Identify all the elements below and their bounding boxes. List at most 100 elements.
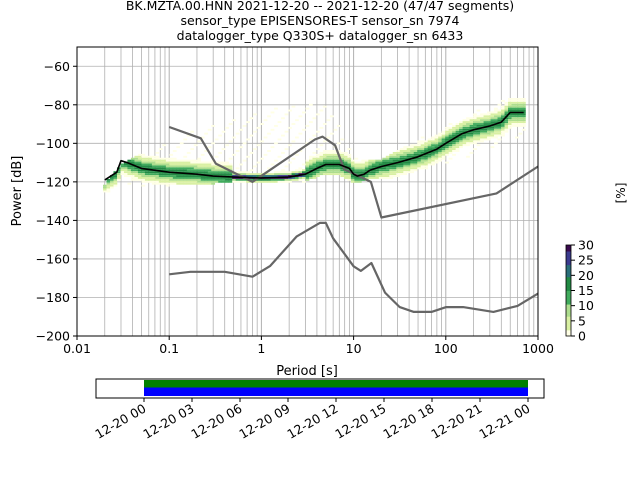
ppsd-cell	[427, 153, 432, 156]
ppsd-cell	[179, 163, 184, 166]
ppsd-cell	[347, 159, 352, 162]
ppsd-cell	[312, 117, 317, 120]
ppsd-cell	[514, 103, 519, 106]
ppsd-cell	[260, 157, 264, 160]
ppsd-cell	[424, 146, 429, 149]
ppsd-cell	[232, 175, 236, 177]
ppsd-cell	[322, 155, 327, 158]
ppsd-cell	[514, 119, 519, 122]
colorbar-cell	[566, 331, 571, 334]
ppsd-cell	[392, 159, 397, 162]
ppsd-cell	[329, 151, 334, 154]
ppsd-cell	[340, 138, 345, 141]
ppsd-cell	[389, 167, 394, 170]
ppsd-cell	[274, 178, 278, 181]
colorbar-tick-label: 30	[578, 238, 594, 253]
ppsd-cell	[357, 177, 362, 179]
ppsd-cell	[277, 121, 282, 124]
ppsd-cell	[413, 167, 418, 170]
ppsd-cell	[511, 105, 516, 108]
ppsd-cell	[417, 159, 422, 162]
ppsd-cell	[193, 144, 198, 147]
ppsd-cell	[183, 165, 188, 168]
ppsd-cell	[284, 178, 289, 181]
ppsd-cell	[235, 167, 240, 170]
ppsd-cell	[308, 163, 313, 166]
ppsd-cell	[319, 171, 324, 174]
ppsd-cell	[221, 173, 226, 176]
ppsd-cell	[288, 161, 292, 164]
ppsd-cell	[455, 136, 460, 139]
ppsd-cell	[214, 171, 219, 174]
ppsd-cell	[417, 150, 422, 152]
ppsd-cell	[371, 171, 376, 174]
ppsd-cell	[329, 161, 334, 164]
ppsd-cell	[434, 150, 439, 152]
ppsd-cell	[508, 105, 512, 108]
ppsd-cell	[127, 173, 132, 176]
ppsd-cell	[521, 111, 526, 114]
ppsd-cell	[228, 163, 233, 166]
ppsd-cell	[445, 151, 449, 154]
ppsd-cell	[148, 171, 153, 174]
ppsd-cell	[148, 178, 153, 181]
ppsd-cell	[211, 182, 216, 185]
ppsd-cell	[186, 134, 191, 137]
ppsd-cell	[417, 161, 422, 164]
colorbar-tick-label: 10	[578, 298, 594, 313]
ppsd-cell	[228, 165, 233, 168]
ppsd-cell	[144, 167, 149, 170]
ppsd-cell	[246, 171, 250, 174]
ppsd-cell	[218, 169, 223, 172]
ppsd-cell	[137, 175, 142, 177]
ppsd-cell	[155, 151, 160, 154]
ppsd-cell	[514, 107, 519, 110]
ppsd-cell	[109, 182, 114, 185]
colorbar-cell	[566, 290, 571, 293]
ppsd-cell	[242, 180, 247, 183]
ppsd-cell	[302, 169, 306, 172]
ppsd-cell	[371, 177, 376, 179]
ppsd-cell	[333, 150, 338, 152]
ppsd-cell	[319, 167, 324, 170]
ppsd-cell	[155, 178, 160, 181]
ppsd-cell	[158, 163, 163, 166]
ppsd-cell	[343, 157, 348, 160]
ppsd-cell	[158, 167, 163, 170]
ppsd-cell	[494, 115, 498, 118]
ppsd-cell	[130, 175, 135, 177]
ppsd-cell	[305, 173, 310, 176]
ppsd-cell	[123, 165, 128, 168]
ppsd-cell	[235, 180, 240, 183]
ppsd-cell	[315, 173, 320, 176]
ppsd-cell	[127, 165, 132, 168]
ppsd-cell	[514, 113, 519, 116]
ppsd-cell	[403, 167, 408, 170]
ppsd-cell	[427, 148, 432, 151]
ppsd-cell	[106, 188, 111, 191]
ppsd-cell	[413, 150, 418, 152]
ppsd-cell	[113, 182, 118, 185]
ppsd-cell	[521, 119, 526, 122]
ppsd-cell	[228, 175, 233, 177]
ppsd-cell	[249, 178, 254, 181]
ppsd-cell	[487, 123, 491, 125]
ppsd-cell	[239, 171, 243, 174]
ppsd-cell	[473, 119, 477, 122]
ppsd-cell	[417, 165, 422, 168]
ppsd-cell	[476, 138, 481, 141]
ppsd-cell	[361, 167, 366, 170]
ppsd-cell	[487, 130, 491, 133]
ppsd-cell	[305, 178, 310, 181]
ppsd-cell	[214, 178, 219, 181]
ppsd-cell	[508, 119, 512, 122]
colorbar-label: [%]	[614, 183, 628, 204]
ppsd-cell	[480, 128, 484, 131]
ppsd-cell	[249, 134, 254, 137]
x-axis-ticks: 0.01 0.1 1 10 100 1000	[63, 336, 554, 356]
ppsd-cell	[508, 98, 512, 100]
ppsd-cell	[420, 142, 425, 145]
ppsd-cell	[200, 175, 205, 177]
ppsd-cell	[298, 115, 303, 118]
ppsd-cell	[284, 175, 289, 177]
